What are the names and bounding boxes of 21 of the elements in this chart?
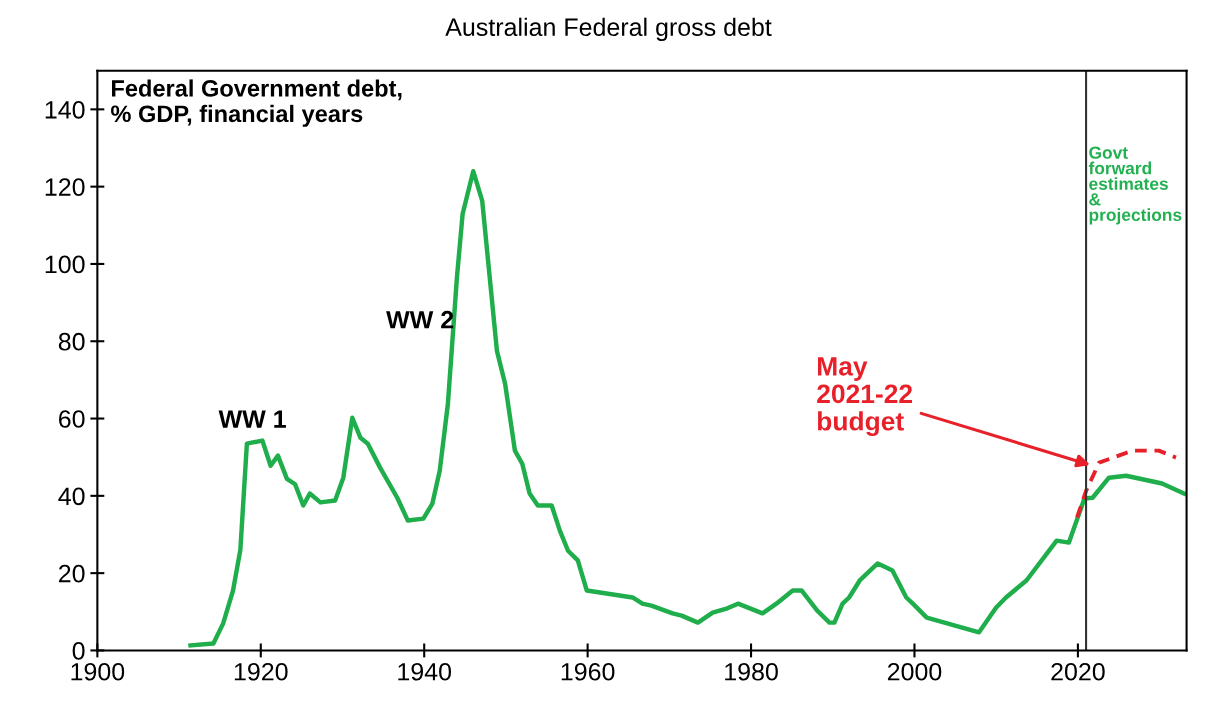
line-series	[1075, 448, 1178, 520]
annotation: Federal Government debt, % GDP, financial years	[111, 79, 402, 127]
x-tick-label: 2000	[887, 662, 942, 681]
y-tick-label: 40	[58, 487, 85, 506]
x-tick-label: 2020	[1051, 662, 1105, 681]
y-tick-label: 80	[58, 332, 85, 351]
annotation: May 2021-22 budget	[817, 357, 913, 436]
x-tick-label: 1940	[398, 662, 452, 681]
x-tick-label: 1960	[561, 662, 615, 681]
annotation: WW 1	[218, 410, 286, 428]
ref-line-label: Govt forward estimates & projections	[1088, 146, 1182, 225]
chart-title: Australian Federal gross debt	[445, 17, 772, 41]
x-tick-label: 1920	[234, 662, 288, 681]
x-tick-label: 1980	[725, 662, 778, 681]
y-tick-label: 140	[45, 100, 85, 119]
y-tick-label: 100	[45, 255, 85, 274]
x-tick-label: 1900	[71, 662, 125, 681]
y-tick-label: 20	[59, 564, 85, 583]
y-tick-label: 60	[59, 410, 85, 428]
y-tick-label: 0	[72, 642, 85, 660]
y-tick-label: 120	[45, 178, 85, 196]
